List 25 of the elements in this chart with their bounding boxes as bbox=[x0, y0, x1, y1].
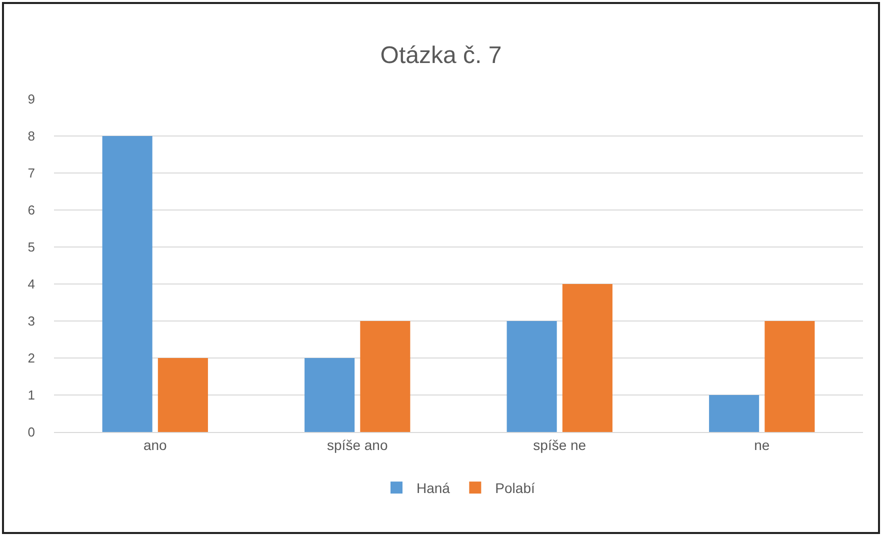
bar bbox=[304, 358, 355, 432]
y-tick-label: 8 bbox=[28, 128, 35, 144]
legend-label: Polabí bbox=[495, 480, 535, 496]
x-tick-label: spíše ne bbox=[533, 436, 586, 453]
y-tick-label: 7 bbox=[28, 166, 35, 181]
bar bbox=[158, 358, 208, 432]
bar bbox=[506, 321, 557, 432]
bar bbox=[360, 321, 410, 432]
y-tick-label: 6 bbox=[28, 202, 35, 218]
bar bbox=[764, 321, 815, 432]
y-tick-label: 2 bbox=[28, 350, 35, 366]
x-tick-label: ne bbox=[754, 436, 770, 453]
bar bbox=[102, 136, 152, 432]
legend-label: Haná bbox=[416, 480, 450, 496]
bar bbox=[709, 395, 760, 432]
y-tick-label: 4 bbox=[28, 276, 35, 292]
x-tick-label: spíše ano bbox=[327, 436, 388, 453]
y-tick-label: 1 bbox=[28, 388, 35, 403]
x-tick-label: ano bbox=[143, 436, 168, 453]
y-tick-label: 0 bbox=[28, 424, 35, 440]
y-tick-label: 3 bbox=[28, 314, 35, 329]
bar bbox=[562, 284, 612, 432]
chart-title: Otázka č. 7 bbox=[380, 42, 502, 70]
y-tick-label: 5 bbox=[28, 240, 35, 255]
y-tick-label: 9 bbox=[28, 92, 35, 107]
